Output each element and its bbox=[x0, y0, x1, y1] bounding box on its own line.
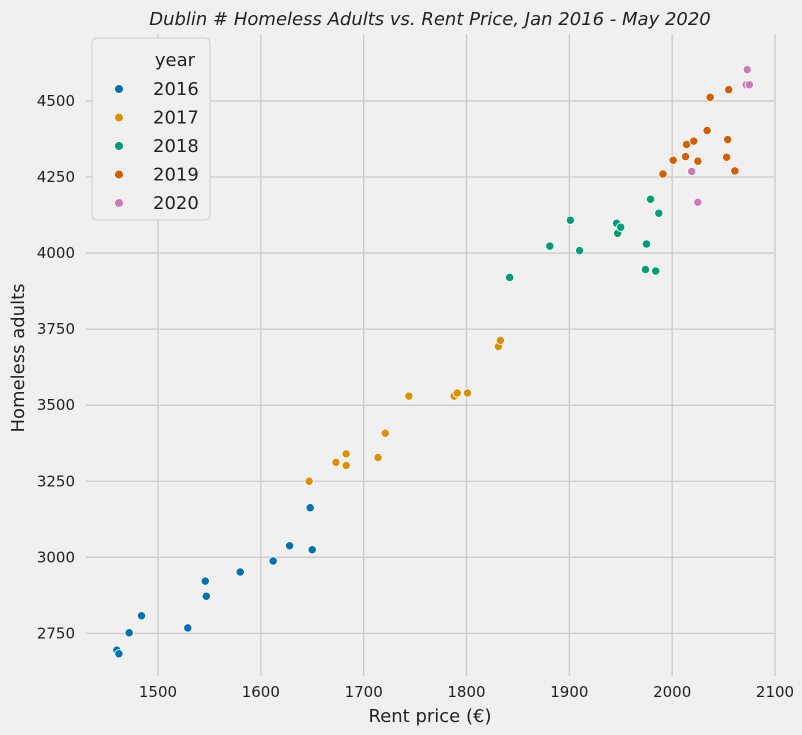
series-2019 bbox=[658, 85, 740, 179]
legend-label: 2017 bbox=[153, 108, 199, 129]
data-point bbox=[404, 391, 414, 401]
series-2020 bbox=[687, 64, 754, 207]
data-point bbox=[744, 80, 754, 90]
data-point bbox=[680, 151, 691, 162]
data-point bbox=[452, 388, 462, 398]
scatter-points bbox=[112, 64, 754, 659]
x-tick-label: 1800 bbox=[447, 683, 485, 701]
data-point bbox=[331, 457, 341, 468]
data-point bbox=[722, 152, 732, 162]
x-tick-label: 2000 bbox=[653, 683, 691, 701]
data-point bbox=[668, 155, 678, 165]
data-point bbox=[545, 241, 555, 251]
data-point bbox=[565, 215, 576, 225]
data-point bbox=[658, 169, 668, 179]
legend-item-2019: 2019 bbox=[114, 165, 199, 186]
legend-item-2020: 2020 bbox=[114, 193, 199, 214]
x-tick-label: 1900 bbox=[550, 683, 588, 701]
data-point bbox=[641, 239, 652, 249]
data-point bbox=[705, 92, 715, 102]
data-point bbox=[742, 64, 752, 75]
data-point bbox=[495, 335, 506, 346]
legend-item-2018: 2018 bbox=[114, 136, 199, 157]
x-tick-labels: 1500 1600 1700 1800 1900 2000 2100 bbox=[139, 683, 794, 701]
data-point bbox=[730, 166, 740, 176]
y-axis-label: Homeless adults bbox=[8, 283, 29, 432]
data-point bbox=[201, 591, 211, 601]
series-2017 bbox=[304, 335, 506, 486]
x-tick-label: 1600 bbox=[242, 683, 280, 701]
data-point bbox=[284, 541, 295, 551]
legend-marker bbox=[114, 84, 124, 94]
data-point bbox=[640, 264, 651, 275]
series-2018 bbox=[505, 194, 664, 283]
data-point bbox=[341, 460, 351, 471]
y-tick-label: 3500 bbox=[37, 396, 75, 414]
data-point bbox=[645, 194, 656, 204]
data-point bbox=[687, 166, 697, 177]
legend-label: 2020 bbox=[153, 193, 199, 214]
data-point bbox=[693, 156, 703, 166]
data-point bbox=[114, 649, 124, 659]
x-tick-label: 1700 bbox=[345, 683, 383, 701]
data-point bbox=[505, 272, 515, 283]
series-2016 bbox=[112, 503, 317, 659]
data-point bbox=[307, 545, 317, 555]
data-point bbox=[724, 85, 734, 95]
legend: year 2016 2017 2018 2019 2020 bbox=[91, 37, 211, 221]
data-point bbox=[651, 266, 661, 276]
x-tick-label: 1500 bbox=[139, 683, 177, 701]
legend-item-2017: 2017 bbox=[114, 108, 199, 129]
legend-marker bbox=[114, 169, 124, 180]
y-tick-labels: 2750 3000 3250 3500 3750 4000 4250 4500 bbox=[37, 92, 75, 642]
data-point bbox=[235, 567, 245, 577]
legend-label: 2016 bbox=[153, 79, 199, 100]
data-point bbox=[689, 136, 699, 146]
chart-title: Dublin # Homeless Adults vs. Rent Price,… bbox=[149, 9, 711, 30]
data-point bbox=[200, 576, 210, 586]
legend-label: 2019 bbox=[153, 165, 199, 186]
data-point bbox=[304, 476, 314, 486]
legend-title: year bbox=[155, 50, 196, 71]
data-point bbox=[380, 428, 390, 438]
data-point bbox=[268, 556, 278, 566]
y-tick-label: 4250 bbox=[37, 168, 75, 186]
legend-marker bbox=[114, 141, 124, 151]
data-point bbox=[723, 134, 733, 145]
y-tick-label: 4000 bbox=[37, 244, 75, 262]
legend-marker bbox=[114, 198, 124, 208]
y-tick-label: 3000 bbox=[37, 548, 75, 566]
legend-items: 2016 2017 2018 2019 2020 bbox=[114, 79, 199, 214]
legend-label: 2018 bbox=[153, 136, 199, 157]
data-point bbox=[616, 222, 626, 232]
y-tick-label: 2750 bbox=[37, 624, 75, 642]
data-point bbox=[124, 628, 134, 638]
y-tick-label: 4500 bbox=[37, 92, 75, 110]
y-tick-label: 3250 bbox=[37, 472, 75, 490]
x-axis-label: Rent price (€) bbox=[369, 706, 492, 727]
data-point bbox=[462, 388, 473, 398]
data-point bbox=[136, 611, 147, 621]
data-point bbox=[373, 452, 383, 463]
x-tick-label: 2100 bbox=[756, 683, 794, 701]
data-point bbox=[702, 125, 712, 136]
legend-item-2016: 2016 bbox=[114, 79, 199, 100]
legend-marker bbox=[114, 112, 124, 123]
data-point bbox=[693, 197, 703, 207]
data-point bbox=[574, 245, 585, 256]
data-point bbox=[341, 449, 351, 459]
y-tick-label: 3750 bbox=[37, 320, 75, 338]
data-point bbox=[183, 623, 193, 633]
data-point bbox=[305, 503, 315, 513]
data-point bbox=[654, 208, 664, 218]
